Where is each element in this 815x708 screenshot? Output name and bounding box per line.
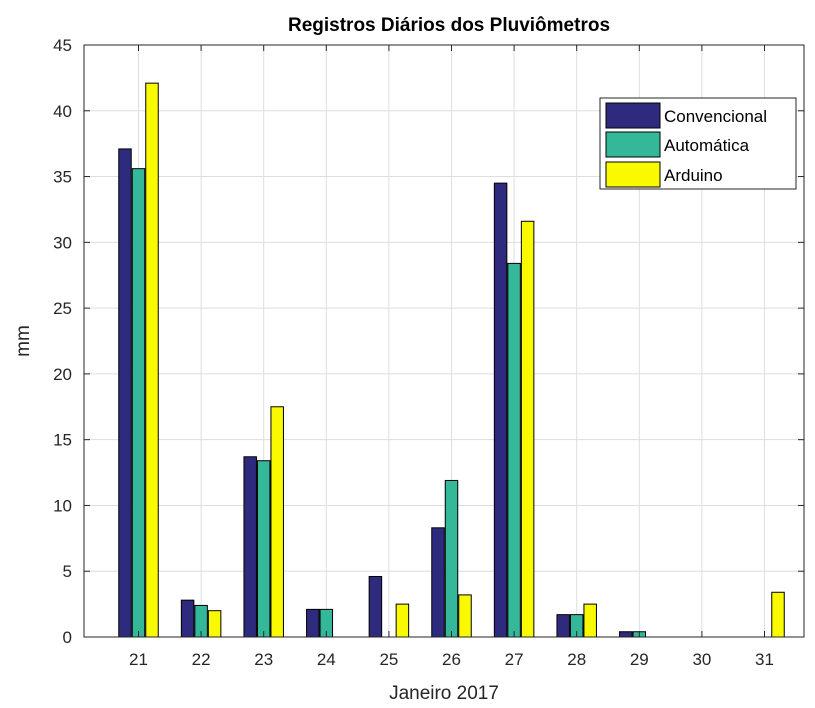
bar-arduino-25 bbox=[395, 603, 410, 638]
x-tick-label: 28 bbox=[567, 650, 586, 669]
x-tick-label: 27 bbox=[505, 650, 524, 669]
y-tick-label: 30 bbox=[53, 233, 72, 252]
bar-automtica-26 bbox=[444, 479, 459, 638]
bar-convencional-27 bbox=[493, 182, 508, 638]
x-tick-label: 25 bbox=[379, 650, 398, 669]
x-tick-label: 23 bbox=[254, 650, 273, 669]
bar-arduino-23 bbox=[270, 406, 284, 638]
bar-convencional-25 bbox=[368, 575, 383, 638]
x-tick-label: 30 bbox=[692, 650, 711, 669]
legend-label: Automática bbox=[664, 136, 750, 155]
bar-automtica-27 bbox=[507, 262, 521, 638]
y-axis-label: mm bbox=[13, 325, 34, 357]
bar-convencional-26 bbox=[431, 527, 445, 638]
bar-arduino-27 bbox=[520, 220, 535, 638]
y-tick-label: 20 bbox=[53, 365, 72, 384]
y-tick-label: 0 bbox=[63, 628, 72, 647]
bar-convencional-29 bbox=[619, 631, 633, 638]
bar-arduino-31 bbox=[771, 591, 785, 638]
bar-convencional-22 bbox=[180, 599, 195, 638]
legend-label: Convencional bbox=[664, 107, 767, 126]
x-tick-labels: 21 22 23 24 25 26 27 28 29 30 31 bbox=[129, 650, 774, 669]
legend-label: Arduino bbox=[664, 166, 723, 185]
bar-convencional-21 bbox=[118, 148, 132, 638]
bar-automtica-23 bbox=[256, 460, 271, 638]
bar-arduino-28 bbox=[583, 603, 597, 638]
x-axis-label: Janeiro 2017 bbox=[389, 683, 499, 704]
bar-convencional-23 bbox=[243, 456, 257, 638]
chart-title: Registros Diários dos Pluviômetros bbox=[288, 15, 610, 36]
y-tick-label: 15 bbox=[53, 431, 72, 450]
y-tick-label: 40 bbox=[53, 102, 72, 121]
bar-arduino-22 bbox=[207, 610, 222, 638]
y-tick-label: 25 bbox=[53, 299, 72, 318]
x-tick-label: 24 bbox=[317, 650, 336, 669]
x-tick-label: 22 bbox=[192, 650, 211, 669]
bar-arduino-21 bbox=[145, 82, 159, 638]
bar-automtica-21 bbox=[131, 168, 146, 638]
x-tick-label: 31 bbox=[755, 650, 774, 669]
bar-convencional-28 bbox=[556, 614, 570, 638]
y-tick-label: 45 bbox=[53, 36, 72, 55]
legend: Convencional Automática Arduino bbox=[599, 97, 797, 190]
legend-swatch bbox=[605, 102, 661, 129]
y-tick-label: 5 bbox=[63, 562, 72, 581]
bars bbox=[118, 82, 785, 638]
ticks bbox=[84, 44, 804, 638]
x-tick-label: 21 bbox=[129, 650, 148, 669]
bar-convencional-24 bbox=[306, 608, 320, 638]
y-tick-labels: 0 5 10 15 20 25 30 35 40 45 bbox=[53, 36, 72, 647]
y-tick-label: 10 bbox=[53, 496, 72, 515]
y-tick-label: 35 bbox=[53, 168, 72, 187]
bar-arduino-26 bbox=[458, 594, 472, 638]
plot-frame bbox=[83, 44, 805, 638]
x-tick-label: 26 bbox=[442, 650, 461, 669]
x-tick-label: 29 bbox=[630, 650, 649, 669]
legend-swatch bbox=[605, 161, 661, 188]
legend-swatch bbox=[605, 131, 661, 158]
